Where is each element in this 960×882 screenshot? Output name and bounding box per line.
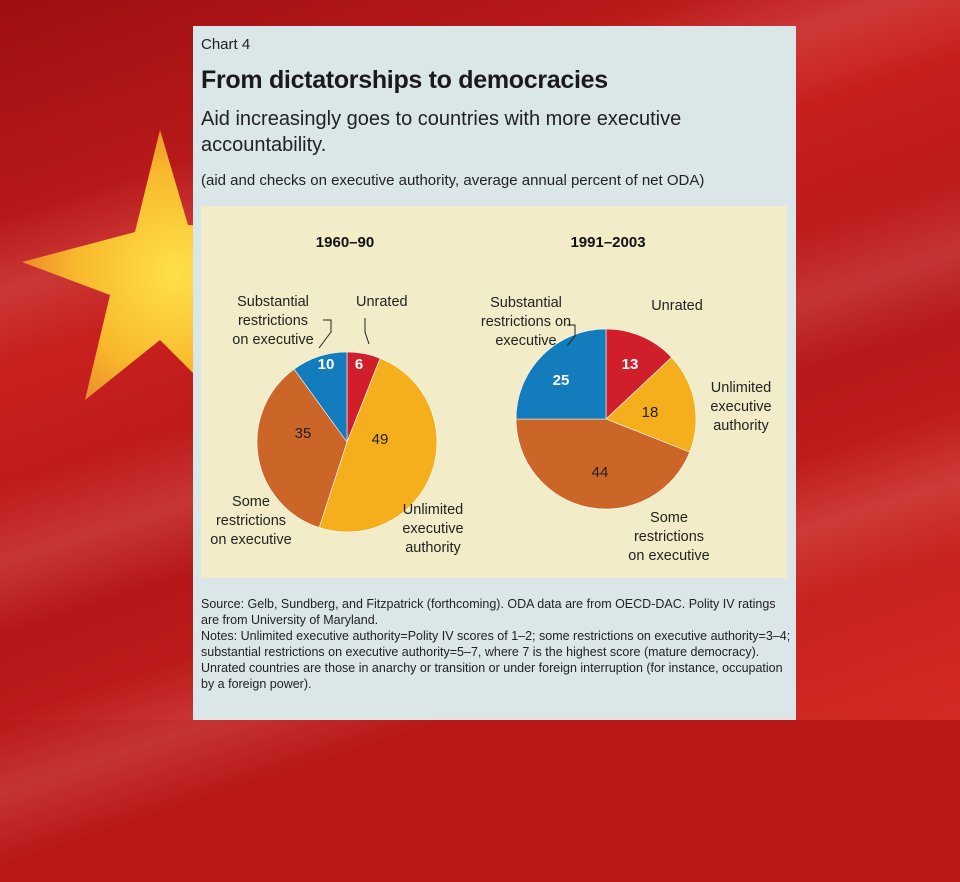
slice-value-label: 35 [295,425,312,442]
chart-subtitle: Aid increasingly goes to countries with … [201,108,682,156]
notes-text: Notes: Unlimited executive authority=Pol… [201,629,791,691]
category-label: Some restrictions on executive [628,510,709,564]
category-label: Substantial restrictions on executive [481,295,571,349]
pie-charts: 1960–90 6 49 35 10 Unrated Unlimited executive a… [210,234,771,564]
pie-title: 1960–90 [316,234,374,251]
pie-slice [605,356,697,453]
label-leader-line [318,319,332,349]
slice-value-label: 13 [622,356,639,373]
label-leader-line [566,324,576,347]
pie-slice [293,351,348,443]
slice-value-label: 49 [372,431,389,448]
chart-units: (aid and checks on executive authority, … [201,172,705,189]
slice-value-label: 6 [355,356,363,373]
chart-panel: Chart 4 From dictatorships to democracie… [193,26,796,720]
slice-value-label: 18 [642,404,659,421]
category-label: Unlimited executive authority [402,502,463,556]
category-label: Unrated [356,294,408,310]
label-leader-line [364,318,370,345]
star-icon [22,130,300,415]
category-label: Some restrictions on executive [210,494,291,548]
slice-value-label: 25 [553,372,570,389]
slice-value-label: 44 [592,464,609,481]
pie-slice [515,418,691,510]
chart-number: Chart 4 [201,36,251,53]
pie-slice [605,328,673,420]
source-note: Source: Gelb, Sundberg, and Fitzpatrick … [201,597,776,627]
pie-slice [515,328,607,420]
chart-title: From dictatorships to democracies [201,66,608,94]
category-label: Unlimited executive authority [710,380,771,434]
category-label: Unrated [651,298,703,314]
chart-notes: Source: Gelb, Sundberg, and Fitzpatrick … [201,596,791,692]
pie-title: 1991–2003 [570,234,645,251]
plot-area: 1960–90 6 49 35 10 Unrated Unlimited executive a… [201,206,787,578]
pie-slice [256,368,348,528]
slice-value-label: 10 [318,356,335,373]
pie-slice [318,357,438,533]
category-label: Substantial restrictions on executive [232,294,313,348]
